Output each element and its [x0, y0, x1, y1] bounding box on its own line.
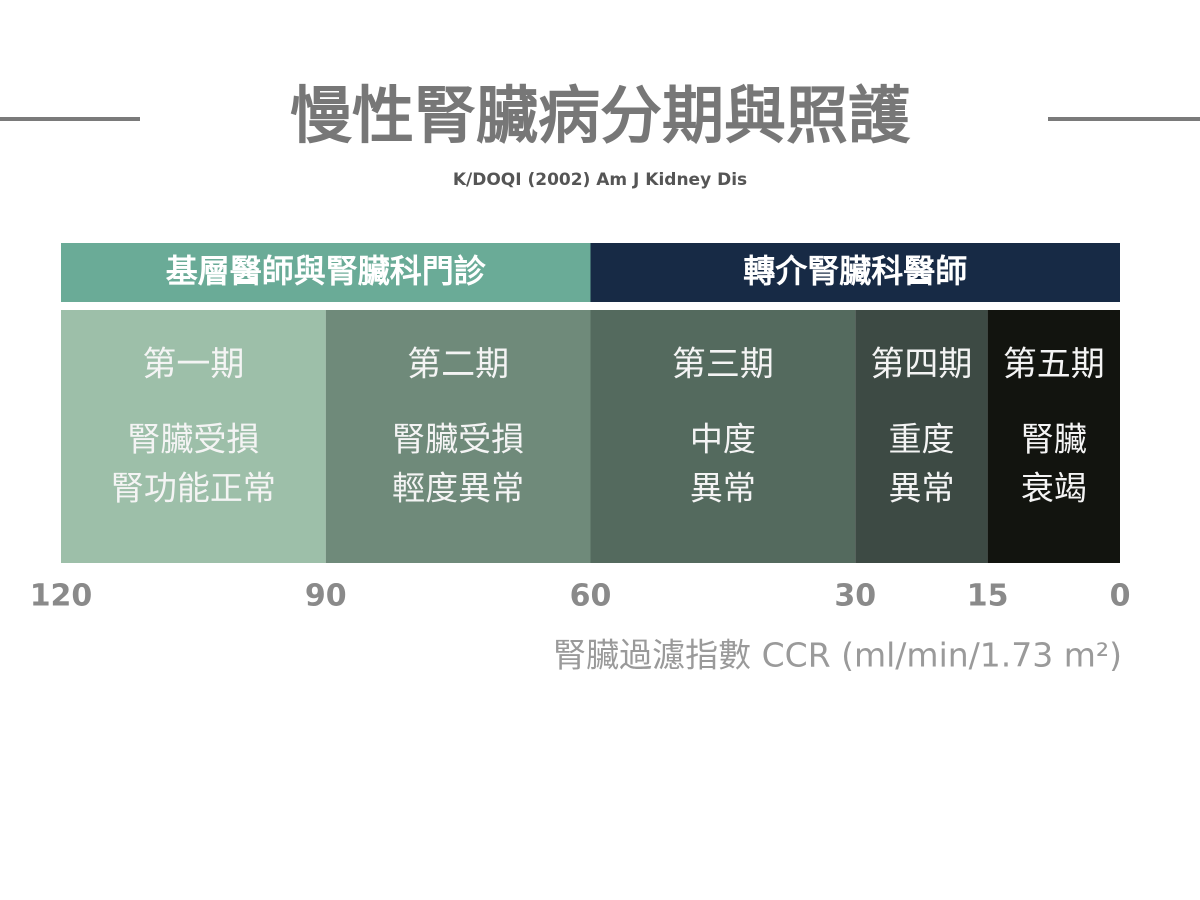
stage-desc: 異常: [690, 469, 756, 508]
stage-desc: 腎臟受損: [127, 420, 259, 459]
stage-desc: 異常: [888, 469, 954, 508]
stage-desc: 重度: [888, 420, 954, 459]
tick-label: 90: [305, 579, 347, 614]
group-label: 基層醫師與腎臟科門診: [166, 252, 487, 290]
title: 慢性腎臟病分期與照護: [290, 79, 911, 152]
stage-desc: 衰竭: [1021, 469, 1087, 508]
stage-name: 第一期: [142, 345, 244, 385]
stage-band: [325, 310, 591, 563]
stage-band: [61, 310, 326, 563]
stage-band: [855, 310, 988, 563]
stage-desc: 腎臟受損: [392, 420, 524, 459]
stage-name: 第五期: [1003, 345, 1105, 385]
tick-label: 120: [30, 579, 93, 614]
stage-name: 第三期: [672, 345, 774, 385]
stage-band: [987, 310, 1120, 563]
stage-desc: 輕度異常: [392, 469, 524, 508]
tick-label: 60: [570, 579, 612, 614]
group-band: [590, 243, 1120, 302]
stage-name: 第四期: [870, 345, 972, 385]
group-label: 轉介腎臟科醫師: [743, 252, 967, 290]
tick-label: 15: [967, 579, 1009, 614]
stage-desc: 腎臟: [1021, 420, 1087, 459]
stage-desc: 中度: [690, 420, 756, 459]
stage-band: [590, 310, 856, 563]
tick-label: 30: [834, 579, 876, 614]
group-band: [61, 243, 591, 302]
stage-name: 第二期: [407, 345, 509, 385]
subtitle: K/DOQI (2002) Am J Kidney Dis: [453, 170, 747, 190]
tick-label: 0: [1110, 579, 1131, 614]
axis-label: 腎臟過濾指數 CCR (ml/min/1.73 m²): [553, 636, 1122, 675]
stage-desc: 腎功能正常: [111, 469, 276, 508]
